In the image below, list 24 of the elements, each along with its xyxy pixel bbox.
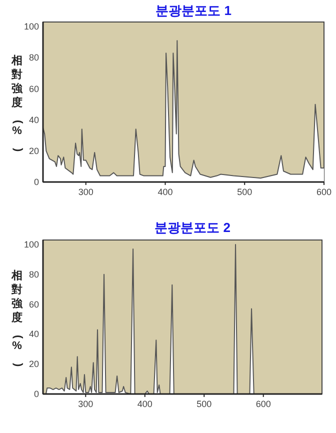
y-tick-label: 20	[28, 146, 39, 156]
x-tick-label: 400	[137, 399, 152, 409]
y-tick-label: 0	[34, 389, 39, 399]
y-tick-label: 100	[24, 239, 39, 250]
x-tick-label: 300	[78, 187, 94, 197]
y-tick-label: 80	[28, 269, 39, 280]
y-tick-label: 40	[28, 114, 39, 125]
y-tick-label: 100	[24, 22, 39, 32]
x-tick-label: 600	[316, 187, 332, 197]
x-tick-label: 600	[256, 399, 271, 409]
x-tick-label: 500	[196, 399, 212, 409]
y-tick-label: 20	[28, 359, 39, 370]
y-tick-label: 40	[28, 329, 39, 340]
y-tick-label: 80	[28, 52, 39, 63]
chart-title: 분광분포도 1	[156, 3, 232, 18]
x-tick-label: 300	[78, 399, 94, 409]
y-axis-title: 相對強度(%)	[10, 54, 24, 152]
x-tick-label: 500	[237, 187, 252, 197]
x-tick-label: 400	[158, 187, 173, 197]
y-tick-label: 0	[34, 177, 39, 187]
chart-title: 분광분포도 2	[154, 220, 230, 235]
y-tick-label: 60	[28, 84, 39, 94]
y-axis-title: 相對強度(%)	[10, 269, 24, 367]
y-tick-label: 60	[28, 299, 39, 310]
